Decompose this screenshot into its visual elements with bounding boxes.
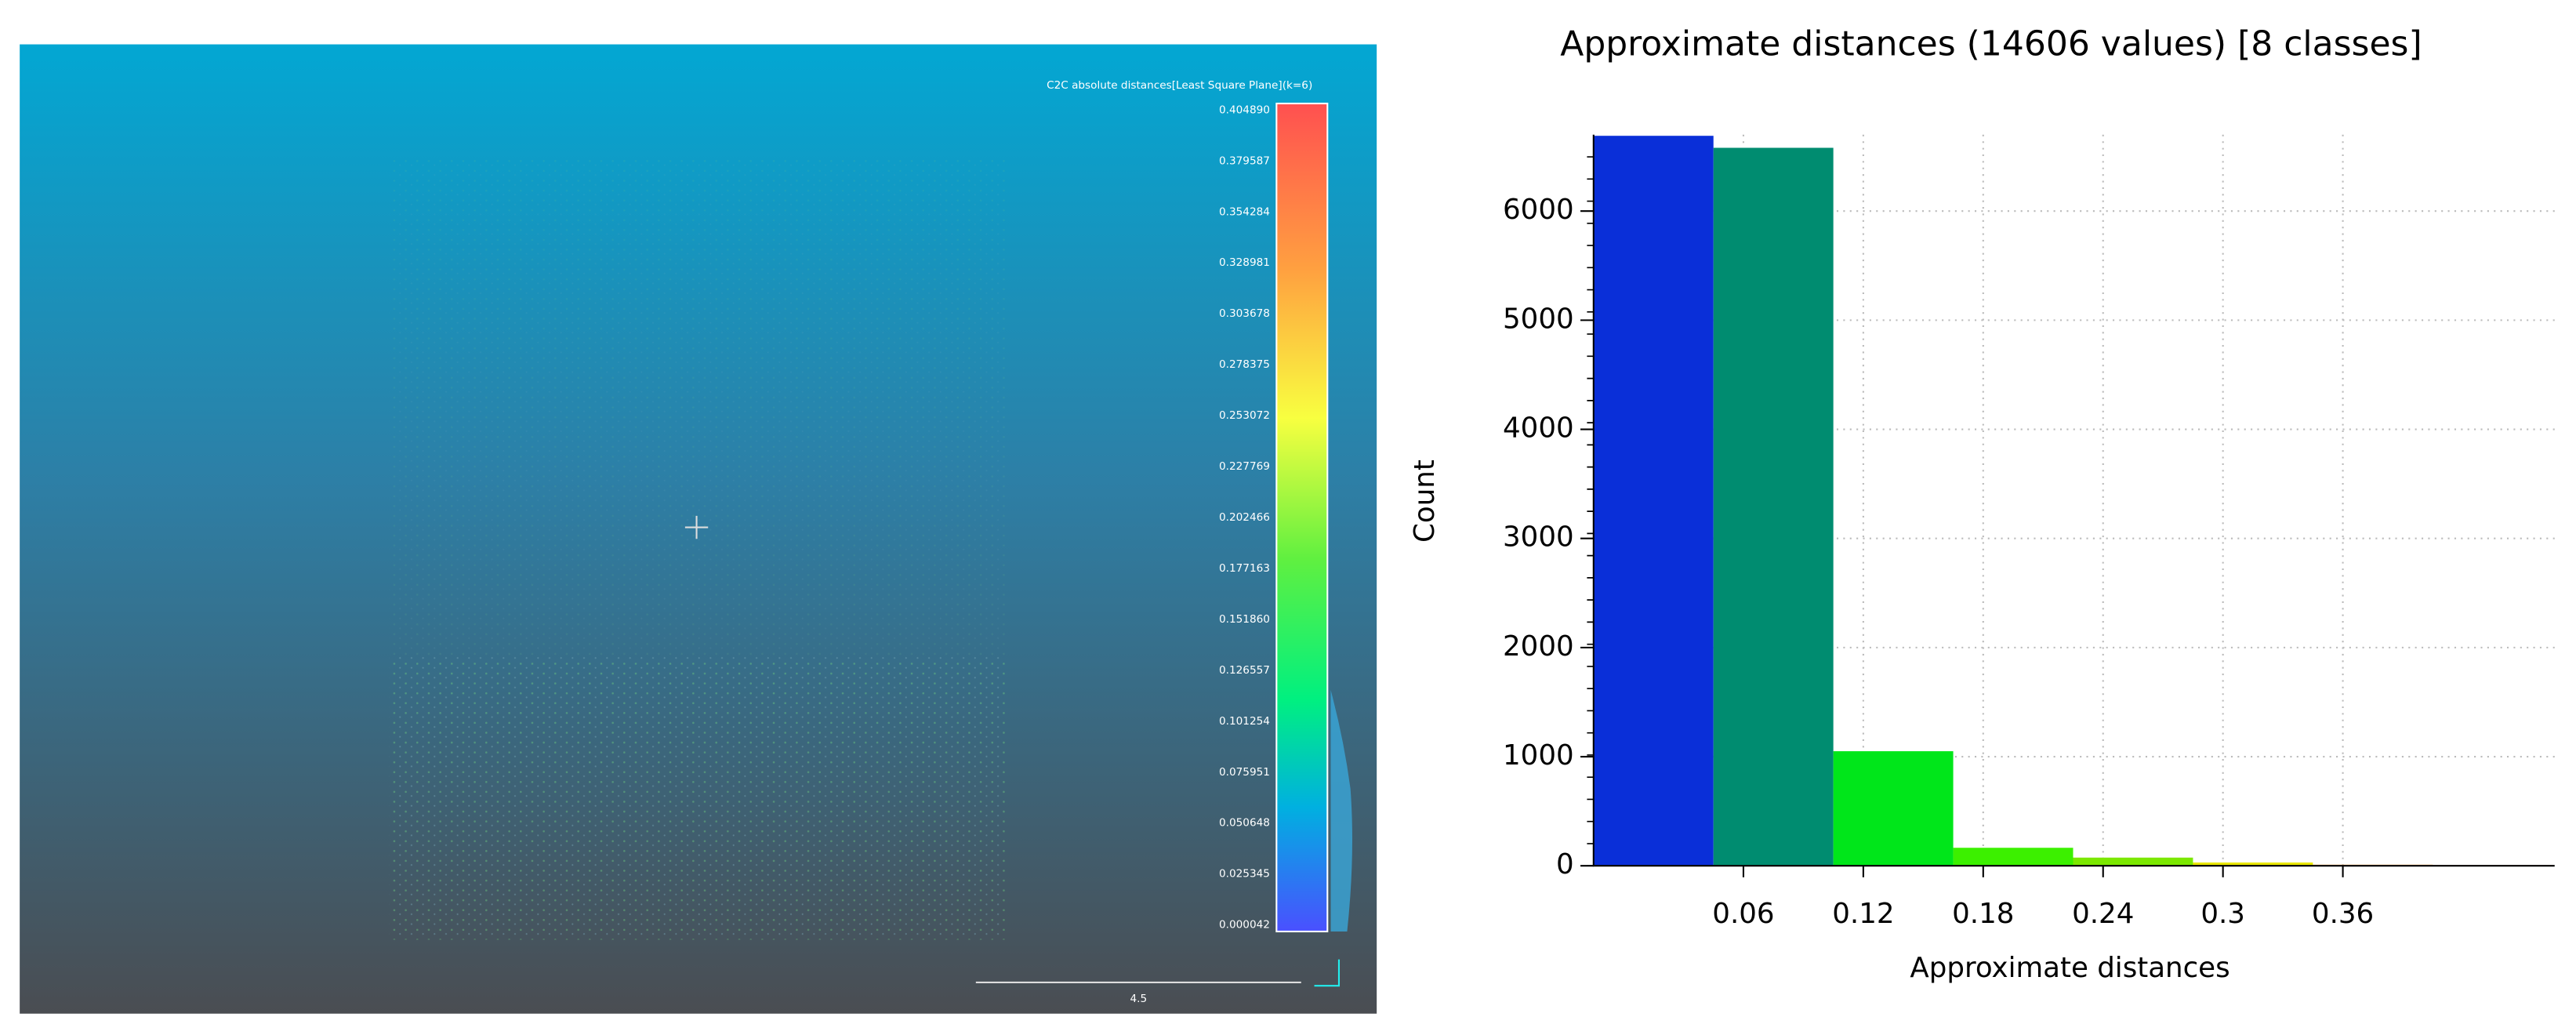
scale-bar-label: 4.5 <box>1130 993 1147 1005</box>
y-minor-ticks <box>1587 156 1594 867</box>
crosshair <box>684 515 709 539</box>
scale-label: 0.278375 <box>1219 358 1270 371</box>
axis-icon <box>1314 959 1341 987</box>
point-cloud-dense <box>389 657 1006 940</box>
color-scale <box>1275 102 1329 933</box>
scale-label: 0.000042 <box>1219 919 1270 932</box>
x-tick-label: 0.18 <box>1952 898 2014 930</box>
x-tick-label: 0.06 <box>1712 898 1774 930</box>
y-axis-label: Count <box>1409 459 1441 543</box>
scale-label: 0.379587 <box>1219 154 1270 167</box>
x-tick-label: 0.12 <box>1832 898 1894 930</box>
scale-label: 0.050648 <box>1219 817 1270 830</box>
scale-label: 0.227769 <box>1219 460 1270 473</box>
bar <box>2193 862 2313 866</box>
bar <box>1833 751 1954 866</box>
scale-title: C2C absolute distances[Least Square Plan… <box>1047 79 1312 92</box>
scale-label: 0.025345 <box>1219 868 1270 881</box>
scale-label: 0.151860 <box>1219 613 1270 626</box>
scale-label: 0.404890 <box>1219 104 1270 116</box>
scale-label: 0.328981 <box>1219 256 1270 269</box>
bar <box>1953 848 2073 866</box>
scale-label: 0.202466 <box>1219 511 1270 524</box>
y-tick-label: 4000 <box>1503 412 1574 445</box>
scale-label: 0.303678 <box>1219 307 1270 320</box>
scale-label: 0.253072 <box>1219 409 1270 422</box>
scale-label: 0.354284 <box>1219 205 1270 218</box>
bar <box>1593 136 1714 866</box>
x-tick-label: 0.24 <box>2072 898 2134 930</box>
axes <box>1592 134 2555 867</box>
x-axis-label: Approximate distances <box>1910 952 2230 984</box>
y-tick-label: 6000 <box>1503 194 1574 226</box>
scale-label: 0.126557 <box>1219 664 1270 677</box>
chart-title: Approximate distances (14606 values) [8 … <box>1560 24 2422 64</box>
scale-histogram <box>1330 690 1352 932</box>
y-tick-label: 1000 <box>1503 739 1574 772</box>
y-tick-label: 5000 <box>1503 303 1574 335</box>
y-tick-label: 2000 <box>1503 630 1574 663</box>
bar <box>2073 857 2193 866</box>
scale-label: 0.075951 <box>1219 766 1270 779</box>
scale-label: 0.101254 <box>1219 715 1270 728</box>
y-tick-label: 3000 <box>1503 521 1574 554</box>
bar <box>1713 147 1834 866</box>
x-tick-label: 0.36 <box>2312 898 2374 930</box>
y-tick-label: 0 <box>1556 848 1574 881</box>
x-tick-label: 0.3 <box>2200 898 2245 930</box>
scale-label: 0.177163 <box>1219 562 1270 575</box>
